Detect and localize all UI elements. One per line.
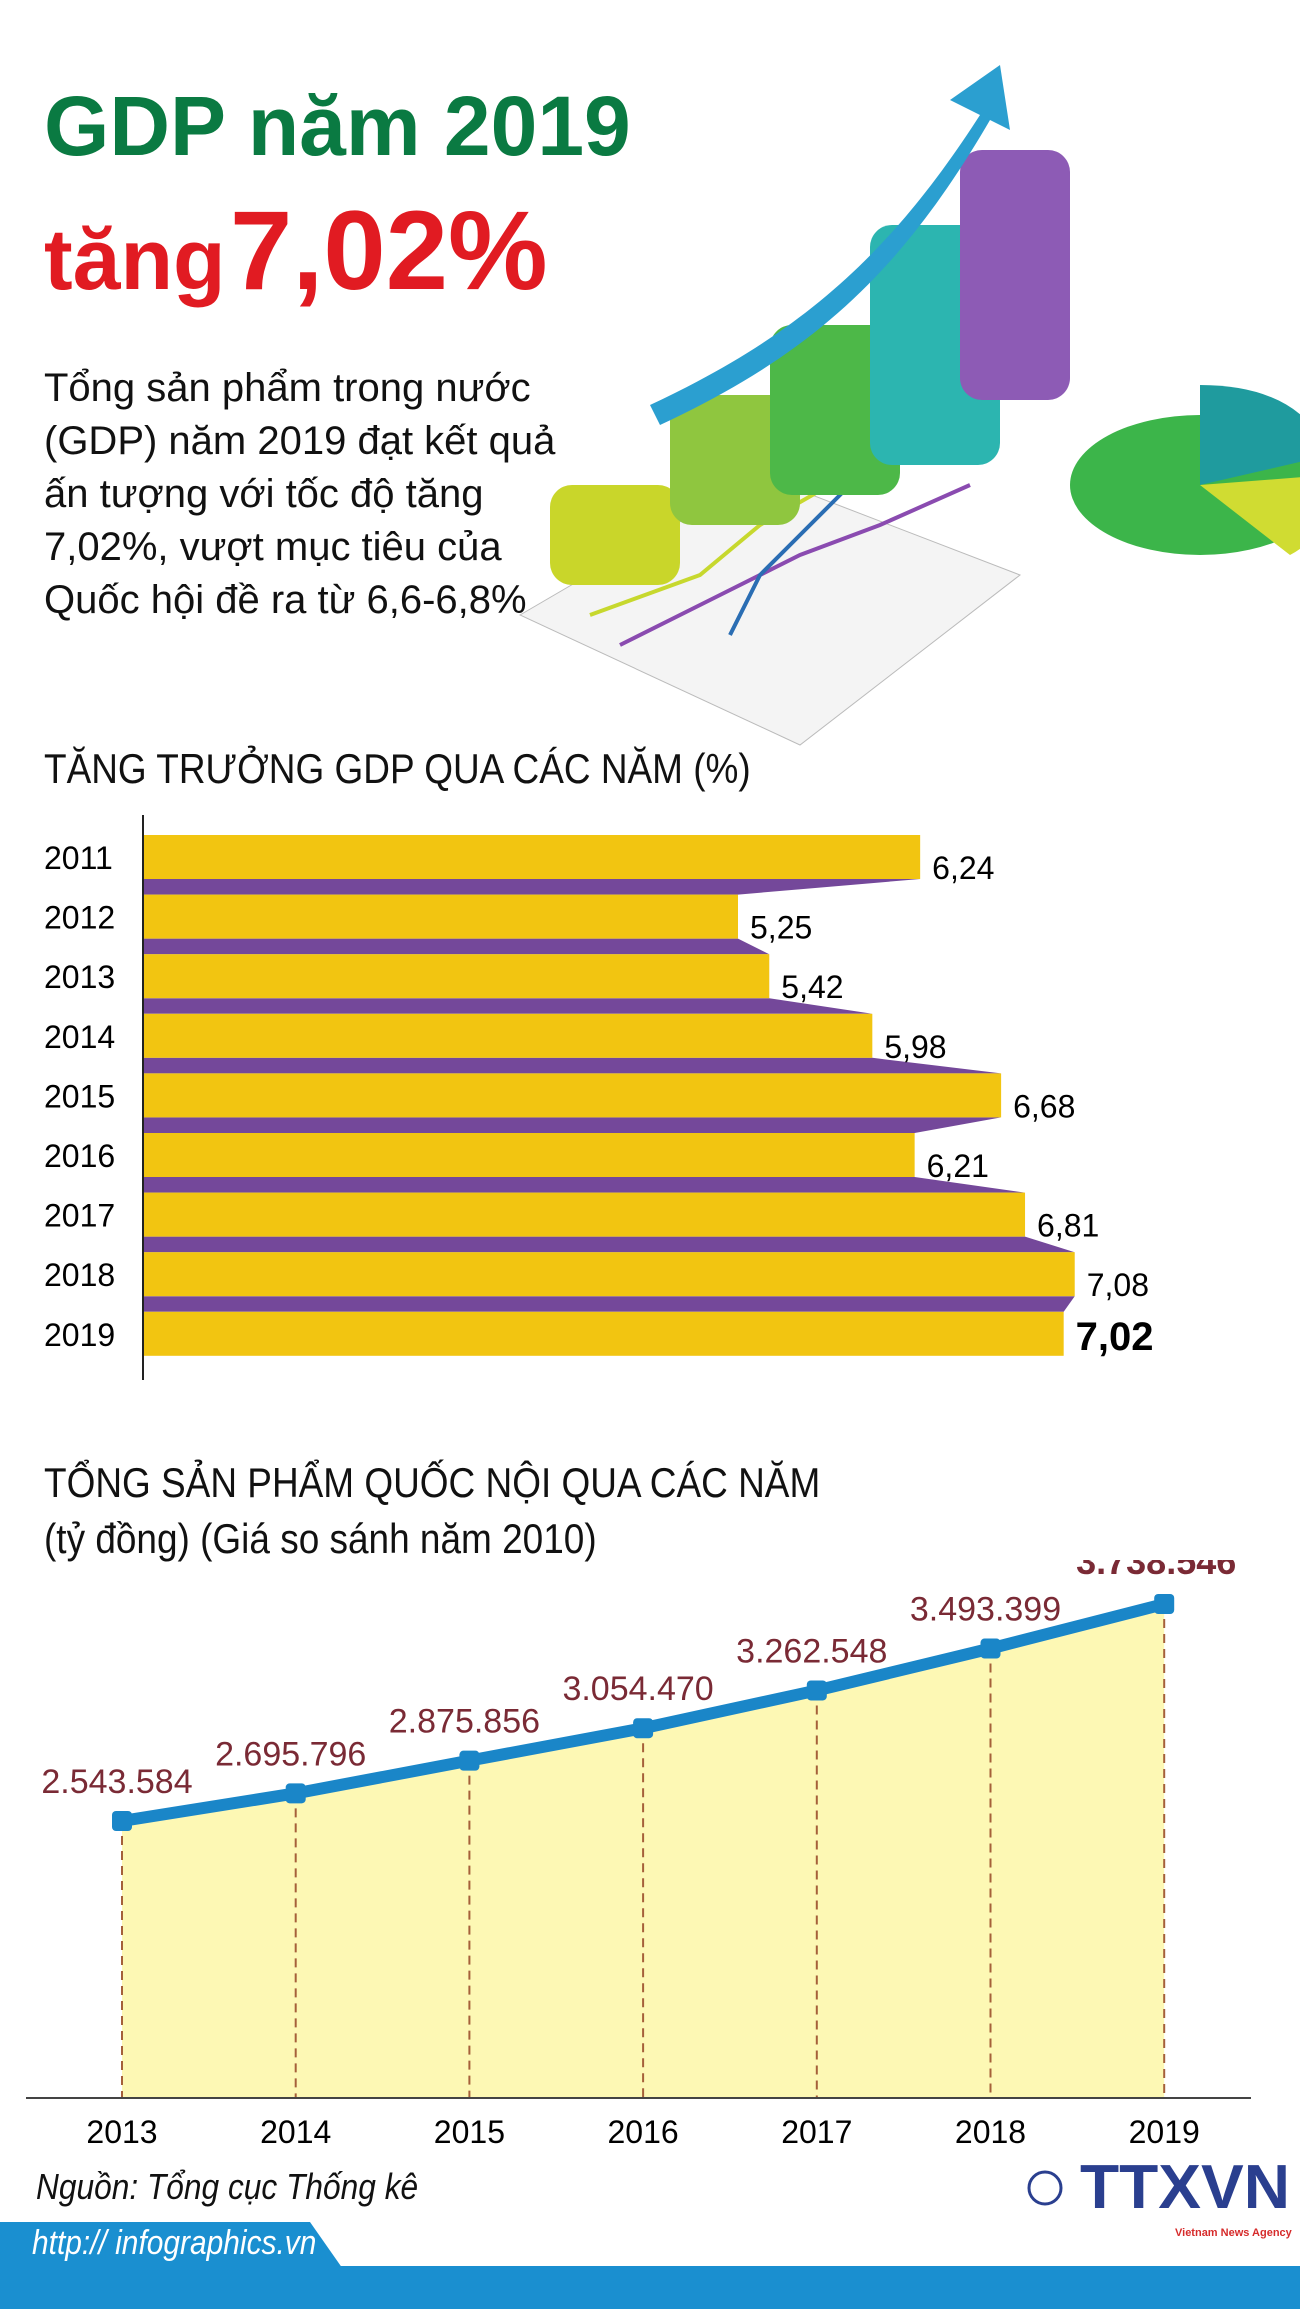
value-label: 7,08 xyxy=(1087,1267,1149,1303)
data-point xyxy=(806,1680,827,1701)
value-label: 2.695.796 xyxy=(215,1735,366,1773)
bar-2018 xyxy=(143,1252,1075,1297)
gdp-chart-subtitle: (tỷ đồng) (Giá so sánh năm 2010) xyxy=(44,1515,597,1562)
value-label: 7,02 xyxy=(1076,1315,1154,1359)
year-label: 2013 xyxy=(86,2114,157,2150)
year-label: 2014 xyxy=(44,1019,115,1055)
growth-bar-chart: 2011 6,24 2012 5,25 2013 5,42 2014 5,98 2015 6,68… xyxy=(44,815,1154,1380)
data-point xyxy=(285,1783,306,1804)
data-point xyxy=(459,1750,480,1771)
bar-connector xyxy=(143,1177,1026,1193)
logo-text: TTXVN xyxy=(1080,2153,1290,2222)
value-label: 5,42 xyxy=(781,969,843,1005)
ttxvn-logo: TTXVN Vietnam News Agency xyxy=(1027,2153,1293,2239)
bar-2015 xyxy=(143,1073,1002,1118)
bar-connector xyxy=(143,938,770,955)
value-label: 6,21 xyxy=(927,1148,989,1184)
bar-2016 xyxy=(143,1133,915,1177)
gdp-chart-title: TỔNG SẢN PHẨM QUỐC NỘI QUA CÁC NĂM (tỷ đ… xyxy=(44,1455,820,1567)
bar-connector xyxy=(143,879,921,895)
line-purple xyxy=(619,483,971,647)
cube-green xyxy=(770,325,900,495)
value-label: 3.738.546 xyxy=(1076,1560,1236,1582)
bar-connector xyxy=(143,1296,1075,1312)
pie-slice-teal xyxy=(1200,385,1300,485)
value-label: 6,24 xyxy=(932,850,994,886)
data-point xyxy=(633,1718,654,1739)
bar-connector xyxy=(143,1117,1002,1133)
value-label: 3.054.470 xyxy=(562,1670,713,1708)
year-label: 2015 xyxy=(44,1078,115,1114)
copyright-icon xyxy=(1027,2170,1063,2206)
value-label: 5,98 xyxy=(884,1029,946,1065)
chart-illustration xyxy=(518,65,1300,746)
bar-connector xyxy=(143,1057,1002,1074)
year-label: 2018 xyxy=(44,1257,115,1293)
cube-purple xyxy=(960,150,1070,400)
source-note: Nguồn: Tổng cục Thống kê xyxy=(36,2166,419,2207)
value-label: 6,81 xyxy=(1037,1208,1099,1244)
bar-2011 xyxy=(143,835,921,879)
value-label: 6,68 xyxy=(1013,1088,1075,1124)
bar-connector xyxy=(143,998,873,1014)
growth-chart-title: TĂNG TRƯỞNG GDP QUA CÁC NĂM (%) xyxy=(44,745,751,792)
year-label: 2015 xyxy=(434,2114,505,2150)
bar-2017 xyxy=(143,1192,1026,1237)
year-label: 2017 xyxy=(781,2114,852,2150)
cube-lightgreen xyxy=(670,395,800,525)
year-label: 2019 xyxy=(1129,2114,1200,2150)
bar-connector xyxy=(143,1236,1075,1253)
value-label: 2.543.584 xyxy=(41,1763,192,1801)
year-label: 2016 xyxy=(608,2114,679,2150)
logo-subtext: Vietnam News Agency xyxy=(1175,2227,1293,2239)
pie-slice-yellow xyxy=(1200,477,1300,555)
year-label: 2013 xyxy=(44,959,115,995)
cube-yellow xyxy=(550,485,680,585)
year-label: 2019 xyxy=(44,1317,115,1353)
footer-tab xyxy=(0,2222,345,2272)
website-link[interactable]: http:// infographics.vn xyxy=(32,2224,317,2262)
footer-stripe xyxy=(0,2266,1300,2309)
value-label: 3.262.548 xyxy=(736,1632,887,1670)
gdp-area-chart: 2.543.584 2013 2.695.796 2014 2.875.856 2015 3… xyxy=(26,1560,1251,2150)
data-point xyxy=(112,1811,132,1831)
bar-2013 xyxy=(143,954,770,999)
rising-arrow-icon xyxy=(650,65,1010,425)
year-label: 2014 xyxy=(260,2114,331,2150)
value-label: 2.875.856 xyxy=(389,1703,540,1741)
bar-2014 xyxy=(143,1013,873,1058)
bar-2019 xyxy=(143,1311,1064,1356)
title-value: 7,02% xyxy=(230,188,548,313)
year-label: 2016 xyxy=(44,1138,115,1174)
gdp-chart-title-main: TỔNG SẢN PHẨM QUỐC NỘI QUA CÁC NĂM xyxy=(44,1459,821,1506)
year-label: 2011 xyxy=(44,840,113,876)
bar-2012 xyxy=(143,894,738,939)
value-label: 3.493.399 xyxy=(910,1591,1061,1629)
year-label: 2012 xyxy=(44,900,115,936)
intro-text: Tổng sản phẩm trong nước (GDP) năm 2019 … xyxy=(44,366,556,622)
page-title: GDP năm 2019 xyxy=(44,79,631,173)
title-prefix: tăng xyxy=(44,212,226,308)
year-label: 2017 xyxy=(44,1198,115,1234)
data-point xyxy=(980,1638,1001,1659)
page-subtitle: tăng 7,02% xyxy=(44,186,548,315)
data-point xyxy=(1154,1594,1175,1614)
year-label: 2018 xyxy=(955,2114,1026,2150)
value-label: 5,25 xyxy=(750,910,812,946)
